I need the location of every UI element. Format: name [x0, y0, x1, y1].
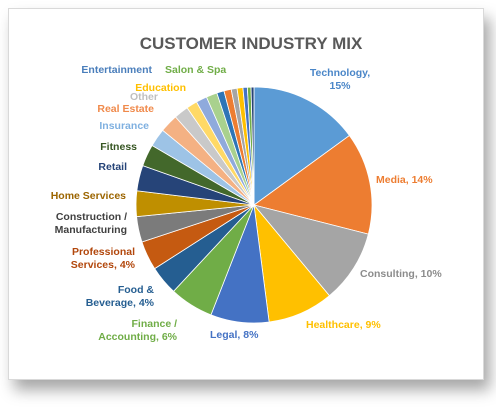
- chart-card: CUSTOMER INDUSTRY MIX Technology, 15% Medi…: [8, 8, 484, 380]
- slice-label-insurance: Insurance: [99, 120, 149, 132]
- slice-label-consulting: Consulting, 10%: [360, 268, 442, 280]
- pie-slice-technology: [253, 86, 350, 206]
- slice-label-legal: Legal, 8%: [210, 329, 259, 341]
- slice-label-education: Education: [135, 82, 186, 94]
- pie-slice-consulting: [252, 204, 369, 297]
- pie-slice-media: [253, 134, 373, 235]
- slice-label-professional-services: Professional Services, 4%: [71, 246, 136, 271]
- pie-chart: CUSTOMER INDUSTRY MIX Technology, 15% Medi…: [51, 34, 443, 343]
- chart-title: CUSTOMER INDUSTRY MIX: [140, 34, 363, 53]
- slice-label-fitness: Fitness: [100, 141, 137, 153]
- slice-labels: Technology, 15% Media, 14% Consulting, 10% H…: [51, 64, 443, 343]
- slice-label-real-estate: Real Estate: [97, 103, 154, 115]
- slice-label-home-services: Home Services: [51, 190, 126, 202]
- slice-label-technology: Technology, 15%: [310, 67, 370, 92]
- pie-slice-minor-24: [250, 86, 255, 206]
- slice-label-construction-manufacturing: Construction / Manufacturing: [55, 211, 127, 236]
- slice-label-media: Media, 14%: [376, 174, 433, 186]
- slice-label-salon-spa: Salon & Spa: [165, 64, 226, 76]
- slice-label-other: Other: [130, 91, 158, 103]
- slice-label-healthcare: Healthcare, 9%: [306, 319, 381, 331]
- pie-slices: [135, 86, 373, 324]
- slice-label-retail: Retail: [98, 161, 127, 173]
- slice-label-finance-accounting: Finance / Accounting, 6%: [98, 318, 177, 343]
- slice-label-food-beverage: Food & Beverage, 4%: [86, 284, 155, 309]
- slice-label-entertainment: Entertainment: [81, 64, 152, 76]
